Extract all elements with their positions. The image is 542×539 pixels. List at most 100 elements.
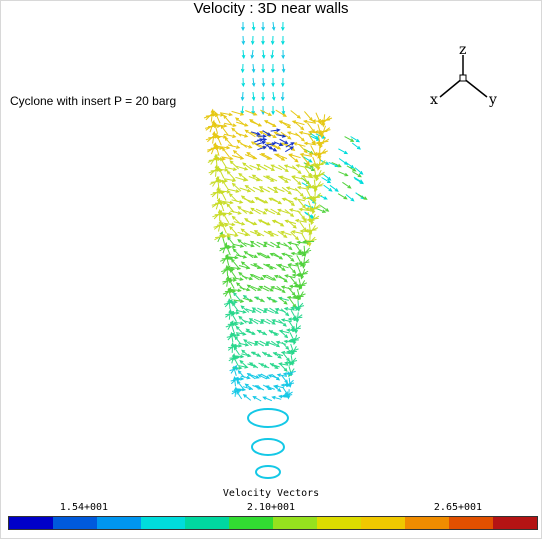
velocity-vector [239,187,251,192]
velocity-vector [291,327,301,331]
velocity-vector-head [280,383,285,388]
velocity-vector [283,242,293,250]
velocity-vector [262,384,272,390]
velocity-vector [261,351,271,357]
plot-title: Velocity : 3D near walls [193,0,349,17]
velocity-vector [304,120,316,124]
velocity-vector [231,344,242,347]
velocity-vector [252,384,262,390]
velocity-vector-head [299,229,304,234]
velocity-vector-head [263,241,268,246]
velocity-vector [289,298,297,308]
velocity-vector-head [296,114,302,119]
velocity-vector-head [253,254,259,258]
velocity-vector-head [301,196,307,201]
velocity-vector-head [258,285,263,290]
velocity-vector [351,142,361,150]
color-scale-swatch [229,517,273,529]
velocity-vector-head [279,142,284,146]
velocity-vector-head [221,157,227,161]
velocity-vector-head [306,161,310,166]
velocity-vector-head [260,319,265,323]
velocity-vector-head [300,137,305,142]
color-scale-swatch [53,517,97,529]
velocity-vector-head [281,289,286,294]
velocity-vector-head [232,134,237,139]
velocity-vector-head [298,207,303,212]
velocity-vector [250,207,261,215]
velocity-vector-head [278,120,283,124]
velocity-vector-head [326,179,332,184]
velocity-vector-head [263,308,268,312]
velocity-vector-head [259,138,264,142]
velocity-vector [212,191,225,194]
velocity-vector-head [317,120,322,125]
velocity-vector [227,144,240,149]
velocity-vector [302,175,314,179]
velocity-vector-head [239,244,245,248]
velocity-vector [281,186,292,195]
velocity-vector-head [302,204,306,209]
velocity-vector [284,164,296,170]
velocity-vector [282,63,285,73]
velocity-vector-head [244,232,249,237]
velocity-vector-head [327,176,332,181]
velocity-vector-head [230,267,236,272]
velocity-vector-head [267,132,272,137]
velocity-vector-head [240,68,245,74]
velocity-vector [304,204,314,210]
velocity-vector [263,230,274,237]
color-scale-swatch [141,517,185,529]
velocity-vector [292,230,303,235]
velocity-vector [273,186,285,193]
velocity-vector-head [271,68,275,74]
velocity-vector-head [237,211,242,215]
velocity-vector [228,311,239,314]
velocity-vector-head [284,179,289,184]
velocity-vector-head [291,273,296,278]
velocity-vector-head [281,54,285,60]
velocity-vector [271,286,282,291]
velocity-vector-head [273,332,279,336]
velocity-vector-head [271,82,275,88]
velocity-vector-head [291,147,296,151]
velocity-vector [256,164,268,171]
velocity-vector [278,164,289,172]
velocity-vector-head [281,26,285,32]
velocity-vector-head [244,184,249,189]
velocity-vector [241,353,251,357]
velocity-vector [238,173,249,181]
velocity-vector [288,154,299,163]
y-axis-line [462,77,488,98]
velocity-vector [236,326,244,335]
velocity-vector-head [308,173,312,178]
velocity-vector [227,188,239,193]
velocity-vector-head [241,54,246,60]
velocity-vector-head [223,241,228,247]
velocity-vector-head [298,131,304,135]
velocity-vector-head [239,299,245,303]
velocity-vector [291,176,301,185]
velocity-vector-head [249,298,254,303]
velocity-vector [284,209,294,217]
velocity-vector [226,276,229,287]
velocity-vector [255,197,266,204]
velocity-vector-head [262,275,267,279]
velocity-vector-head [283,164,288,169]
velocity-vector [245,330,255,335]
velocity-vector [220,125,229,136]
velocity-vector-head [228,211,233,216]
velocity-vector [210,169,223,172]
velocity-vector [319,127,331,136]
velocity-vector-head [300,126,305,131]
velocity-vector [304,111,313,121]
velocity-vector [233,356,239,366]
velocity-vector-head [241,349,246,354]
velocity-vector-head [254,342,259,346]
velocity-vector [281,351,292,355]
velocity-vector-head [272,186,278,191]
velocity-vector-head [246,188,252,193]
velocity-vector-head [262,210,268,215]
velocity-vector [315,112,322,124]
velocity-vector [249,374,259,379]
